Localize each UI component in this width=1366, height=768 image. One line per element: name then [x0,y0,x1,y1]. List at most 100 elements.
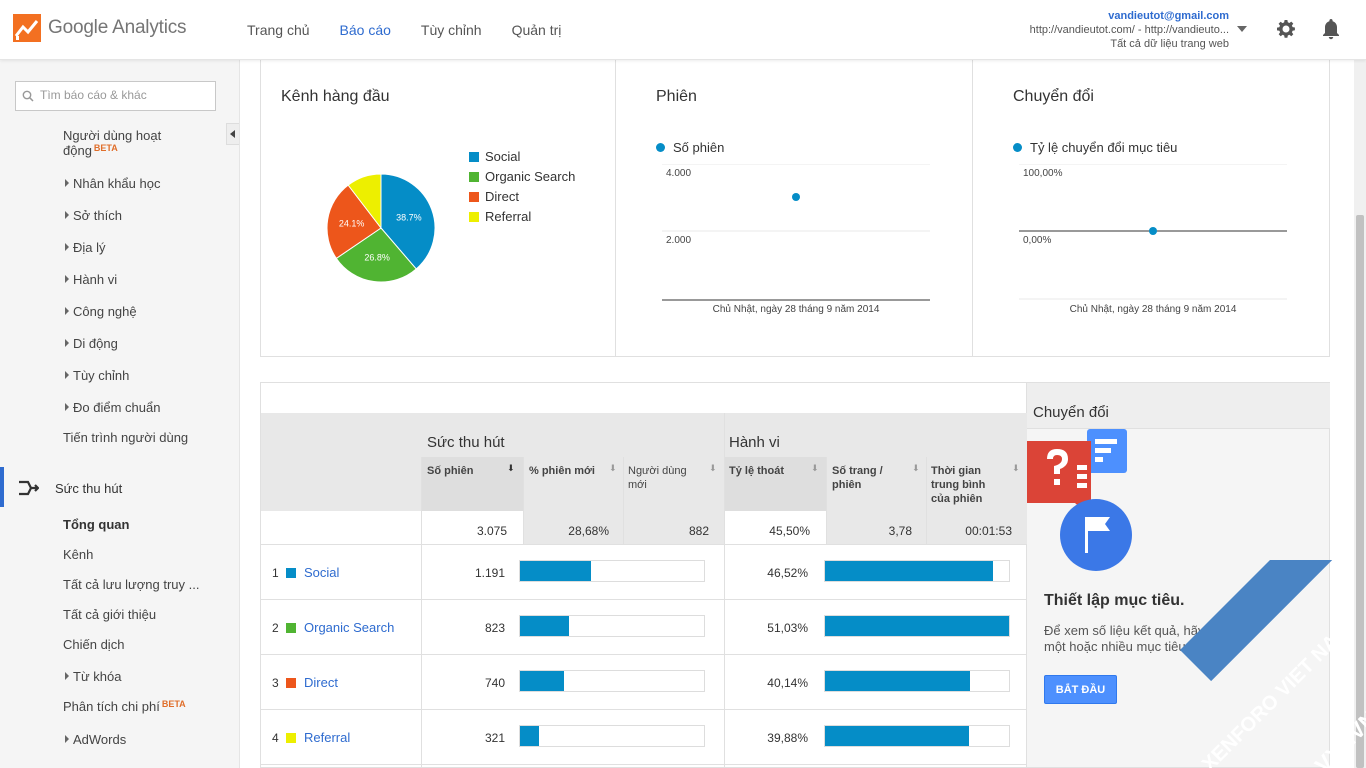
sidebar-item-geo[interactable]: Địa lý [65,240,106,255]
sidebar-item-campaigns[interactable]: Chiến dịch [63,637,125,652]
sidebar-item-channels[interactable]: Kênh [63,547,94,562]
channel-swatch [286,733,296,743]
sessions-bar-fill [520,561,591,581]
start-button[interactable]: BẮT ĐẦU [1044,675,1117,704]
totals-cell-bg [724,511,826,545]
col-avg-duration[interactable]: Thời gian trung bình của phiên [931,464,985,506]
sidebar-collapse-button[interactable] [226,123,239,145]
bell-icon[interactable] [1321,18,1341,40]
legend-label: Referral [485,209,532,224]
totals-label-cell [261,511,421,545]
sidebar-item-technology[interactable]: Công nghệ [65,304,137,319]
col-divider [421,457,422,768]
pie-slice-label: 24.1% [339,218,365,228]
col-sessions[interactable]: Số phiên [427,465,474,477]
beta-badge: BETA [93,143,118,153]
y-tick-label: 2.000 [666,235,692,246]
expand-arrow-icon [65,243,69,251]
sidebar-item-overview[interactable]: Tổng quan [63,517,130,532]
channel-link-direct[interactable]: Direct [286,675,338,690]
account-selector[interactable]: vandieutot@gmail.com http://vandieutot.c… [1030,9,1229,51]
bounce-bar-fill [825,726,969,746]
sidebar-item-custom[interactable]: Tùy chỉnh [65,368,129,383]
sort-icon[interactable]: ⬇ [811,463,819,473]
sidebar-item-demographics[interactable]: Nhân khẩu học [65,176,160,191]
row-bounce: 51,03% [767,621,808,635]
bounce-bar-fill [825,561,993,581]
scrollbar-thumb[interactable] [1356,215,1364,768]
sidebar-item-users-flow[interactable]: Tiến trình người dùng [63,430,189,445]
channel-label: Direct [304,675,338,690]
sort-desc-icon[interactable]: ⬇ [507,463,515,473]
nav-customization[interactable]: Tùy chỉnh [420,22,482,38]
card-divider [615,60,616,357]
total-new-pct: 28,68% [568,524,609,538]
col-pages-per-session[interactable]: Số trang / phiên [832,464,883,492]
sidebar-item-label: Hành vi [73,272,118,287]
legend-item-referral[interactable]: Referral [469,209,531,224]
sidebar-item-active-users[interactable]: Người dùng hoạt động BETA [63,128,161,158]
sessions-bar-fill [520,726,539,746]
data-point[interactable] [792,192,800,201]
channel-label: Social [304,565,340,580]
x-axis-label: Chủ Nhật, ngày 28 tháng 9 năm 2014 [1069,304,1237,315]
sidebar-item-label: động [63,143,92,158]
account-caret-icon[interactable] [1237,26,1247,32]
logo-text[interactable]: Google Analytics [48,17,187,38]
sidebar-item-all-traffic[interactable]: Tất cả lưu lượng truy ... [63,577,200,592]
pie-slice-label: 38.7% [396,213,422,223]
sessions-bar [519,560,705,582]
bounce-bar [824,725,1010,747]
chevron-left-icon [230,130,235,138]
expand-arrow-icon [65,307,69,315]
legend-label: Tỷ lệ chuyển đổi mục tiêu [1030,140,1178,155]
pie-slice-direct[interactable] [326,184,382,260]
col-bounce-rate[interactable]: Tỷ lệ thoát [729,465,785,477]
nav-home[interactable]: Trang chủ [247,22,310,38]
analytics-logo-icon[interactable] [13,14,41,42]
pie-slice-organic-search[interactable] [335,227,417,283]
sessions-title: Phiên [656,88,697,105]
conversion-panel-title: Chuyển đổi [1033,404,1109,421]
channel-link-referral[interactable]: Referral [286,730,350,745]
nav-admin[interactable]: Quản trị [511,22,562,38]
sidebar-item-behavior[interactable]: Hành vi [65,272,117,287]
legend-item-direct[interactable]: Direct [469,189,519,204]
pie-slice-referral[interactable] [347,173,382,230]
conversion-panel: Chuyển đổi Thiết lập mục tiêu. Để xem số… [1027,382,1330,768]
page-scrollbar[interactable] [1354,60,1366,768]
data-point[interactable] [1149,227,1157,235]
sort-icon[interactable]: ⬇ [709,463,717,473]
col-new-users[interactable]: Người dùng mới [628,464,687,492]
sidebar-item-adwords[interactable]: AdWords [65,732,126,747]
channel-label: Referral [304,730,351,745]
channel-link-organic-search[interactable]: Organic Search [286,620,394,635]
sidebar-item-cost-analysis[interactable]: Phân tích chi phí BETA [63,699,186,714]
nav-reports[interactable]: Báo cáo [339,22,391,38]
report-search-box[interactable] [15,81,216,111]
legend-item-social[interactable]: Social [469,149,520,164]
sort-icon[interactable]: ⬇ [1012,463,1020,473]
sort-icon[interactable]: ⬇ [609,463,617,473]
sidebar-section-acquisition[interactable]: Sức thu hút [55,481,123,496]
channel-label: Organic Search [304,620,395,635]
sidebar-item-all-referrals[interactable]: Tất cả giới thiệu [63,607,157,622]
expand-arrow-icon [65,339,69,347]
channel-link-social[interactable]: Social [286,565,339,580]
sort-icon[interactable]: ⬇ [912,463,920,473]
sidebar-item-keywords[interactable]: Từ khóa [65,669,121,684]
legend-item-organic[interactable]: Organic Search [469,169,575,184]
col-new-sessions-pct[interactable]: % phiên mới [529,465,595,477]
sidebar-item-interests[interactable]: Sở thích [65,208,122,223]
channel-swatch [286,678,296,688]
bounce-bar [824,560,1010,582]
sidebar-item-benchmarking[interactable]: Đo điểm chuẩn [65,400,160,415]
legend-dot [656,143,665,152]
sidebar-item-mobile[interactable]: Di động [65,336,118,351]
row-sessions: 1.191 [474,566,505,580]
gear-icon[interactable] [1276,19,1296,39]
pie-slice-social[interactable] [380,173,436,270]
row-bounce: 39,88% [767,731,808,745]
report-search-input[interactable] [40,88,210,102]
